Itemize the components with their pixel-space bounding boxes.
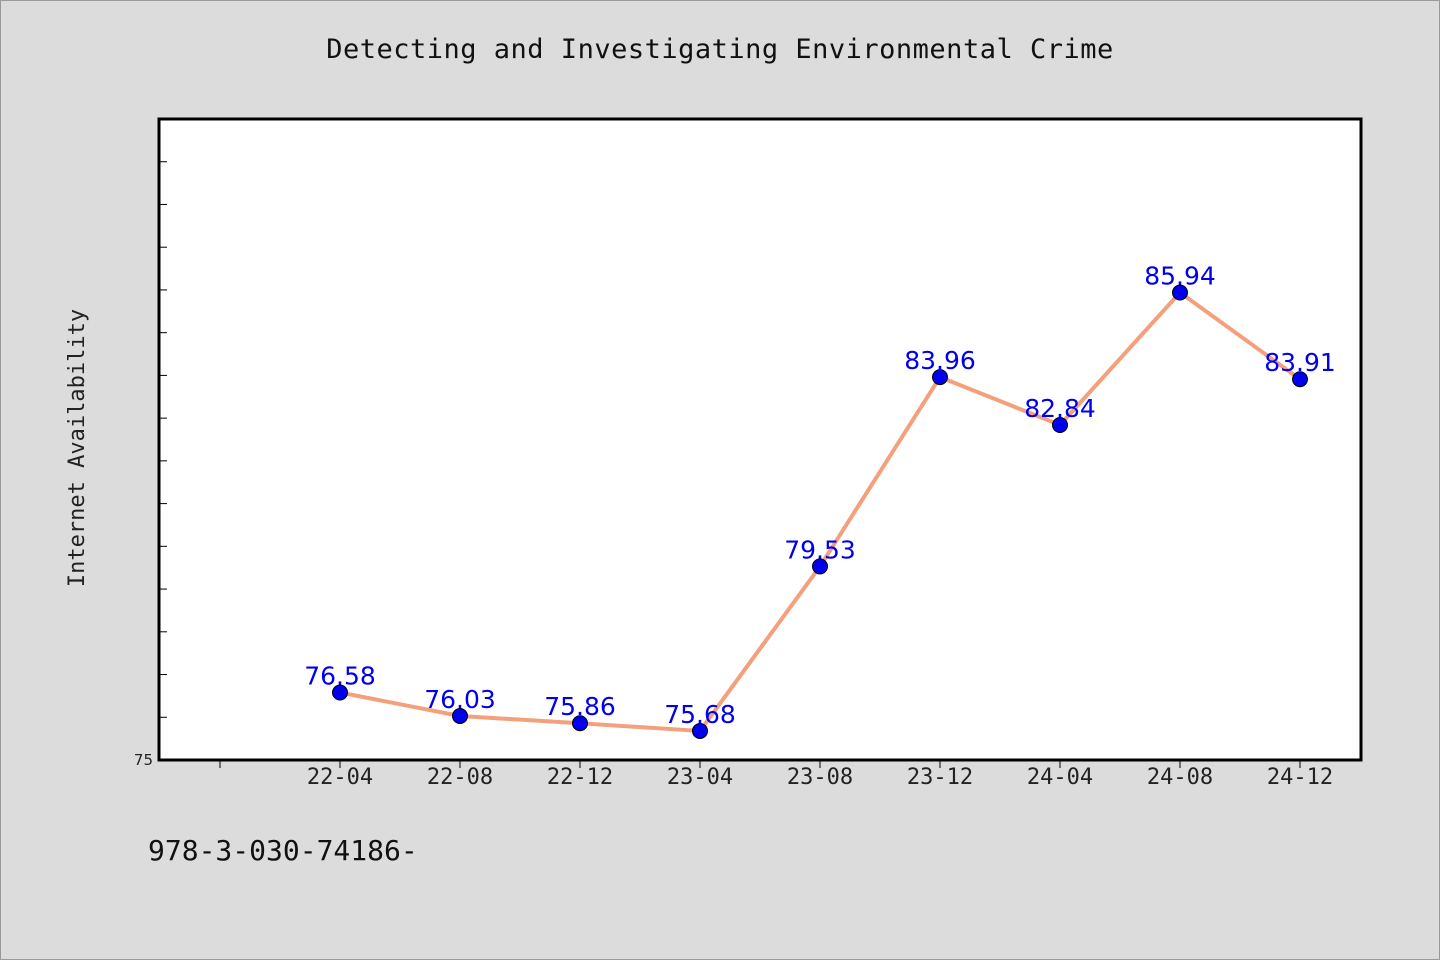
data-label-layer: 76.58 76.03 75.86 75.68 79.53 83.96 82.84 85.94… (304, 261, 1336, 728)
data-label: 83.96 (904, 346, 976, 375)
data-point (932, 369, 948, 386)
series-layer (332, 284, 1308, 739)
x-axis-ticks: 22-04 22-08 22-12 23-04 23-08 23-12 24-04 24-08… (219, 760, 1333, 790)
data-label: 75.68 (664, 700, 736, 729)
data-point (332, 684, 348, 701)
data-point (812, 558, 828, 575)
data-point (452, 707, 468, 724)
data-label: 76.03 (424, 685, 496, 714)
plot-area (157, 117, 1363, 762)
data-point (692, 722, 708, 739)
x-tick-label: 23-08 (787, 765, 853, 790)
x-tick-label: 22-12 (547, 765, 613, 790)
x-tick-label: 24-08 (1147, 765, 1213, 790)
x-tick-label: 23-12 (907, 765, 973, 790)
data-label: 79.53 (784, 535, 856, 564)
y-axis-ticks: 75 (134, 118, 167, 769)
data-point (572, 715, 588, 732)
x-tick-label: 24-04 (1027, 765, 1093, 790)
data-point (1172, 284, 1188, 301)
chart-title: Detecting and Investigating Environmenta… (326, 34, 1114, 65)
x-tick-label: 23-04 (667, 765, 733, 790)
data-label: 82.84 (1024, 394, 1096, 423)
data-label: 76.58 (304, 661, 376, 690)
data-point (1052, 416, 1068, 433)
data-point (1292, 371, 1308, 388)
x-tick-label: 22-08 (427, 765, 493, 790)
footer-note: 978-3-030-74186- (148, 834, 418, 867)
y-tick-label: 75 (134, 751, 153, 769)
data-label: 83.91 (1264, 348, 1336, 377)
data-label: 75.86 (544, 692, 616, 721)
data-label: 85.94 (1144, 261, 1216, 290)
y-axis-label: Internet Availability (65, 309, 90, 587)
x-tick-label: 24-12 (1267, 765, 1333, 790)
x-tick-label: 22-04 (307, 765, 373, 790)
